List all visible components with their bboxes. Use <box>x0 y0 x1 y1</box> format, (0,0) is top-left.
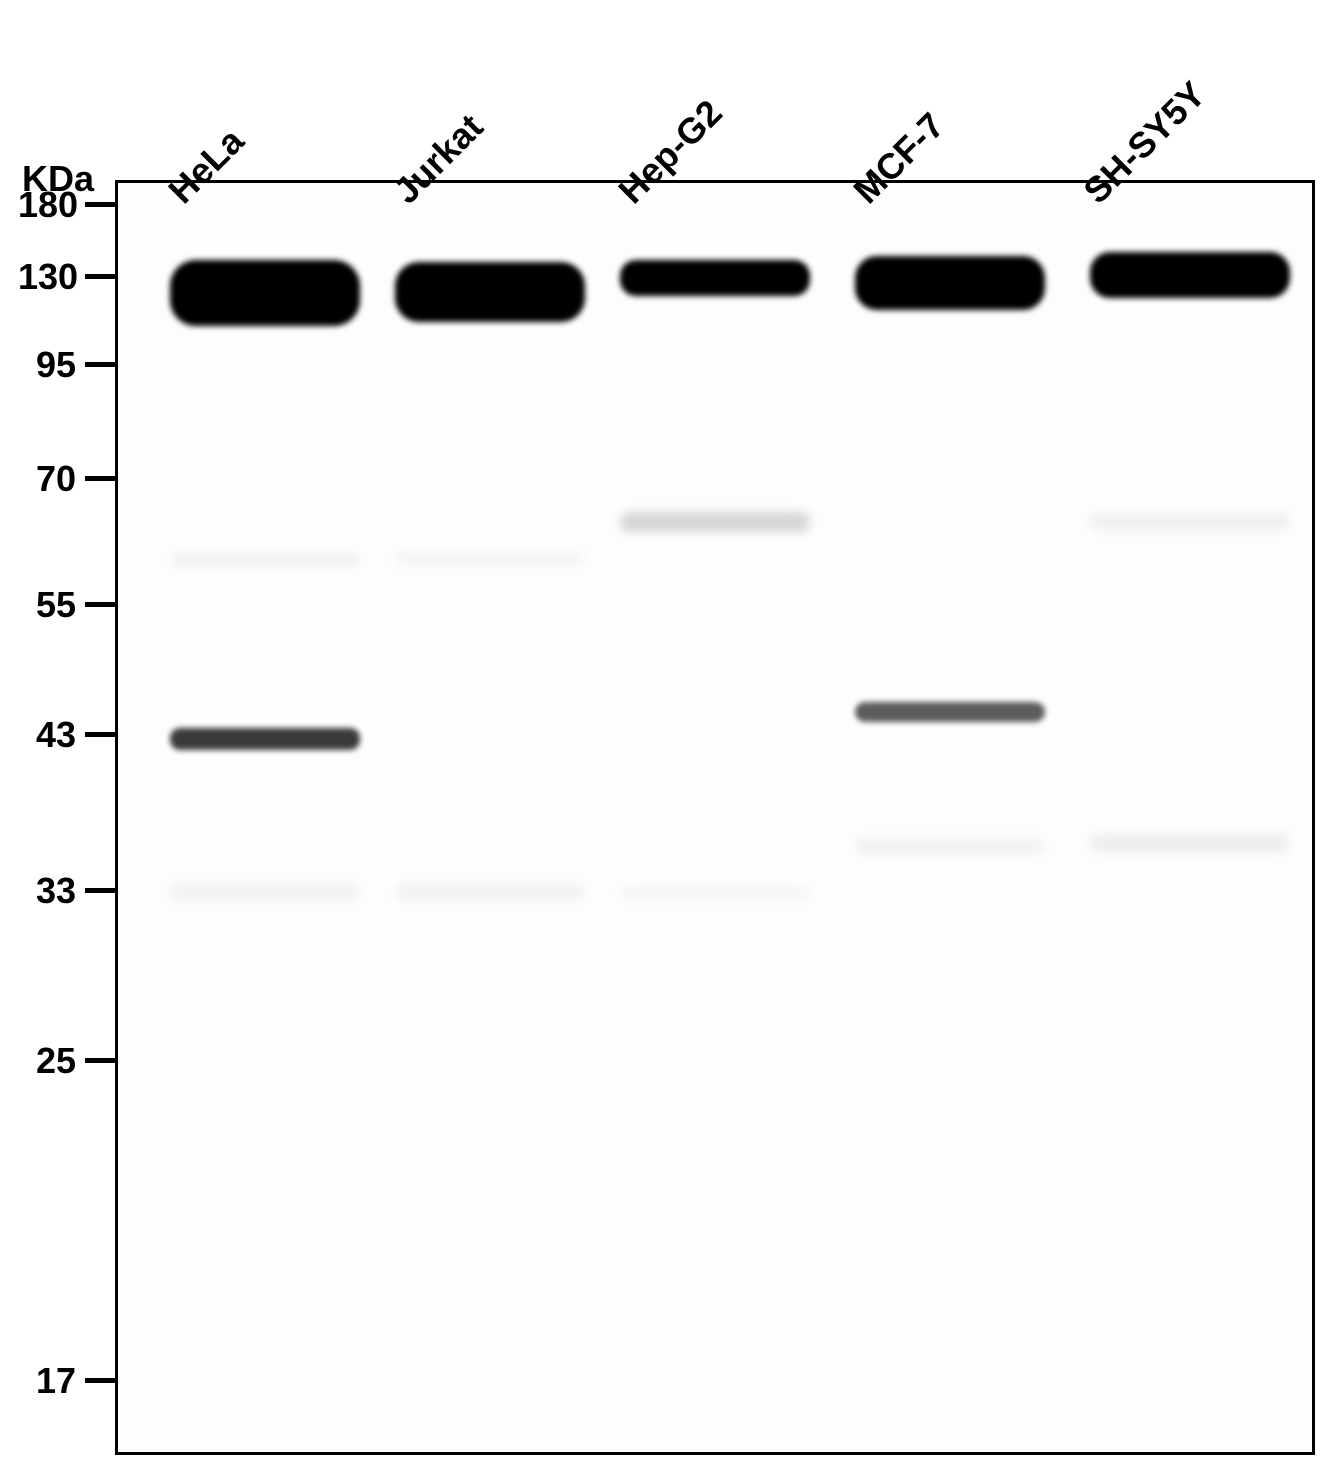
marker-label-180: 180 <box>18 184 78 226</box>
marker-tick-55 <box>85 602 115 607</box>
marker-label-33: 33 <box>36 870 76 912</box>
blot-figure: KDa 18013095705543332517HeLaJurkatHep-G2… <box>0 0 1333 1475</box>
band-lane4 <box>1090 834 1290 852</box>
band-lane0 <box>170 552 360 568</box>
marker-label-70: 70 <box>36 458 76 500</box>
marker-tick-95 <box>85 362 115 367</box>
band-lane3 <box>855 838 1045 854</box>
marker-tick-130 <box>85 274 115 279</box>
marker-tick-17 <box>85 1378 115 1383</box>
band-lane1 <box>395 884 585 900</box>
band-lane2 <box>620 260 810 296</box>
band-lane2 <box>620 886 810 900</box>
band-lane4 <box>1090 252 1290 298</box>
marker-tick-33 <box>85 888 115 893</box>
marker-tick-25 <box>85 1058 115 1063</box>
band-lane0 <box>170 260 360 326</box>
marker-label-17: 17 <box>36 1360 76 1402</box>
marker-tick-43 <box>85 732 115 737</box>
band-lane2 <box>620 512 810 532</box>
marker-label-130: 130 <box>18 256 78 298</box>
band-lane3 <box>855 256 1045 310</box>
band-lane0 <box>170 884 360 900</box>
band-lane4 <box>1090 514 1290 530</box>
band-lane1 <box>395 262 585 322</box>
band-lane3 <box>855 702 1045 722</box>
band-lane1 <box>395 552 585 566</box>
marker-label-95: 95 <box>36 344 76 386</box>
marker-label-25: 25 <box>36 1040 76 1082</box>
marker-tick-70 <box>85 476 115 481</box>
blot-frame <box>115 180 1315 1455</box>
marker-tick-180 <box>85 202 115 207</box>
band-lane0 <box>170 728 360 750</box>
marker-label-55: 55 <box>36 584 76 626</box>
marker-label-43: 43 <box>36 714 76 756</box>
